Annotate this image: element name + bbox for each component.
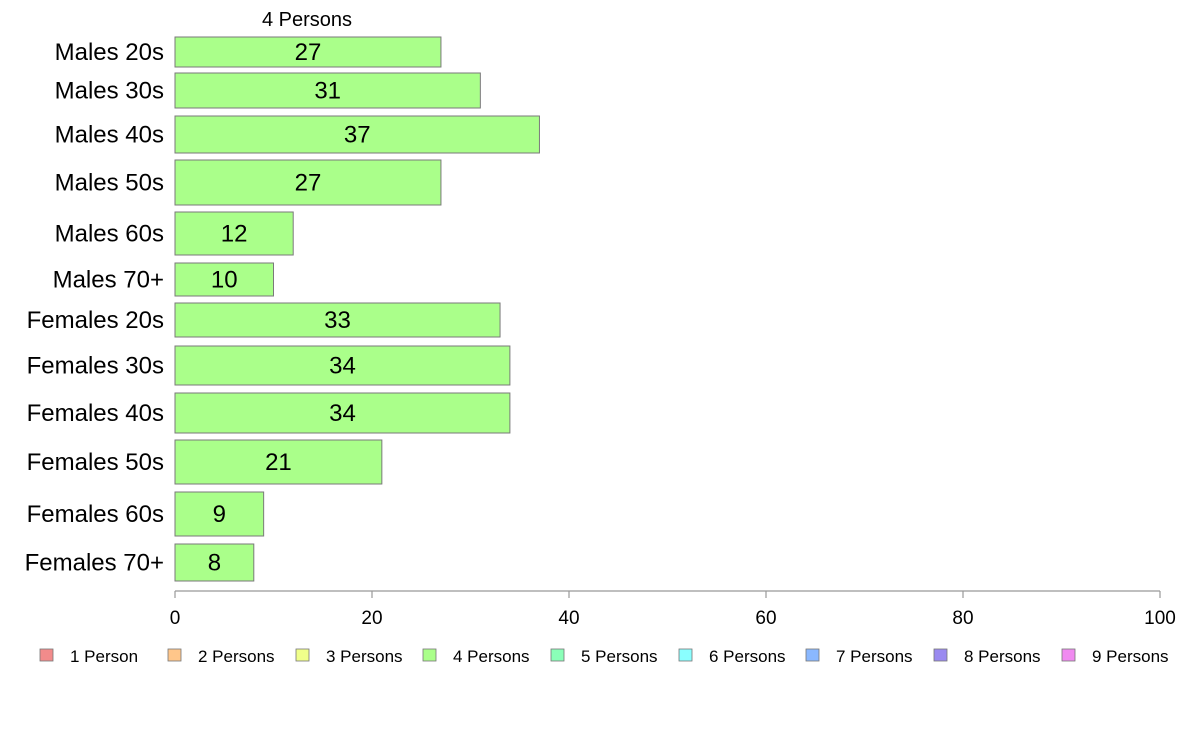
category-label: Females 70+ (25, 550, 164, 577)
category-label: Males 40s (55, 122, 164, 149)
bar (174, 36, 442, 68)
x-tick-label: 80 (952, 608, 973, 629)
bar-value-label: 27 (295, 39, 322, 66)
bar-value-label: 8 (208, 550, 221, 577)
legend: 1 Person 2 Persons 3 Persons 4 Persons 5 Per… (39, 647, 1169, 666)
bar-value-label: 37 (344, 122, 371, 149)
legend-label: 5 Persons (581, 647, 658, 666)
legend-swatch (1061, 648, 1076, 662)
bar (174, 392, 511, 434)
bar (174, 543, 255, 582)
bar-value-label: 33 (324, 307, 351, 334)
chart-title: 4 Persons (262, 9, 352, 31)
bar (174, 115, 540, 154)
x-tick-label: 60 (755, 608, 776, 629)
legend-label: 8 Persons (964, 647, 1041, 666)
bar-value-label: 21 (265, 449, 292, 476)
category-label: Females 50s (27, 449, 164, 476)
legend-label: 6 Persons (709, 647, 786, 666)
category-label: Females 40s (27, 400, 164, 427)
legend-label: 9 Persons (1092, 647, 1169, 666)
bar (174, 345, 511, 386)
category-label: Males 60s (55, 221, 164, 248)
legend-label: 4 Persons (453, 647, 530, 666)
category-label: Males 50s (55, 170, 164, 197)
x-tick-label: 100 (1144, 608, 1176, 629)
legend-label: 7 Persons (836, 647, 913, 666)
x-tick-label: 20 (361, 608, 382, 629)
legend-label: 1 Person (70, 647, 138, 666)
bar (174, 491, 265, 537)
legend-swatch (550, 648, 565, 662)
legend-swatch (805, 648, 820, 662)
bar-value-label: 34 (329, 400, 356, 427)
legend-label: 3 Persons (326, 647, 403, 666)
bar-value-label: 12 (221, 221, 248, 248)
category-label: Females 20s (27, 307, 164, 334)
bar-value-label: 31 (314, 78, 341, 105)
legend-swatch (422, 648, 437, 662)
bar (174, 211, 294, 256)
x-axis: 0 20 40 60 80 100 (170, 590, 1176, 629)
legend-swatch (933, 648, 948, 662)
legend-swatch (295, 648, 310, 662)
category-label: Females 30s (27, 353, 164, 380)
bar-value-label: 27 (295, 170, 322, 197)
bar (174, 159, 442, 206)
legend-swatch (167, 648, 182, 662)
x-tick-label: 0 (170, 608, 181, 629)
category-label: Males 20s (55, 39, 164, 66)
bar (174, 302, 501, 338)
x-tick-label: 40 (558, 608, 579, 629)
category-label: Females 60s (27, 501, 164, 528)
category-label: Males 70+ (53, 267, 164, 294)
bars-group: Males 20s 27 Males 30s 31 Males 40s 37 Males 5… (25, 36, 540, 582)
legend-swatch (39, 648, 54, 662)
bar-value-label: 10 (211, 267, 238, 294)
category-label: Males 30s (55, 78, 164, 105)
bar-value-label: 34 (329, 353, 356, 380)
bar (174, 262, 274, 297)
bar-value-label: 9 (213, 501, 226, 528)
bar (174, 439, 383, 485)
legend-swatch (678, 648, 693, 662)
bar (174, 72, 481, 109)
legend-label: 2 Persons (198, 647, 275, 666)
